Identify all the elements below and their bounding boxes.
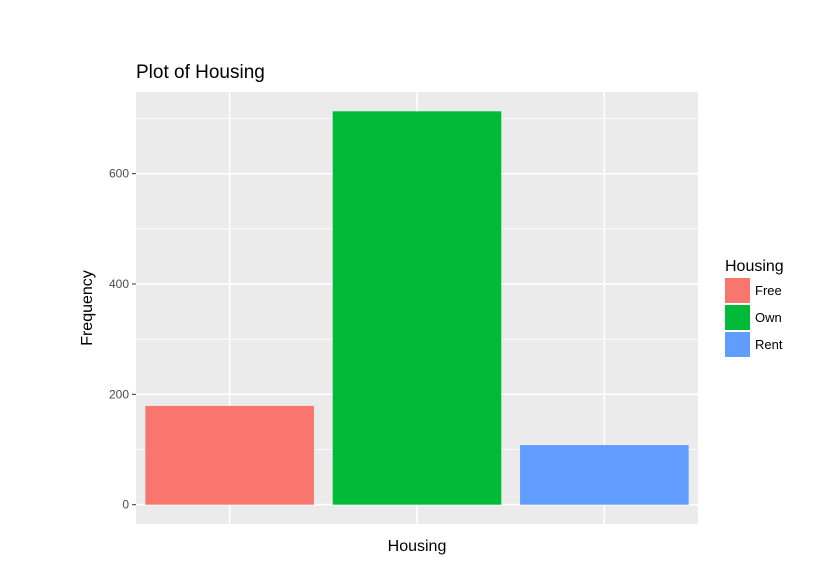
cropped-console-text <box>75 562 815 571</box>
legend-title: Housing <box>725 258 784 275</box>
legend-label-rent: Rent <box>755 337 783 352</box>
bar-free <box>145 405 314 505</box>
y-tick-label: 0 <box>122 498 129 512</box>
x-axis-title: Housing <box>388 538 447 555</box>
y-tick-label: 600 <box>109 167 129 181</box>
legend-label-free: Free <box>755 283 782 298</box>
y-tick-label: 400 <box>109 277 129 291</box>
legend-key-rent <box>725 332 750 357</box>
y-tick-label: 200 <box>109 387 129 401</box>
y-axis: 0 200 400 600 <box>109 167 136 512</box>
legend-key-own <box>725 305 750 330</box>
bar-rent <box>520 445 689 505</box>
y-axis-title: Frequency <box>79 270 96 346</box>
bars <box>145 111 689 505</box>
legend-label-own: Own <box>755 310 782 325</box>
chart-title: Plot of Housing <box>136 62 265 83</box>
bar-own <box>332 111 502 505</box>
legend: Housing Free Own Rent <box>725 258 784 357</box>
legend-key-free <box>725 278 750 303</box>
